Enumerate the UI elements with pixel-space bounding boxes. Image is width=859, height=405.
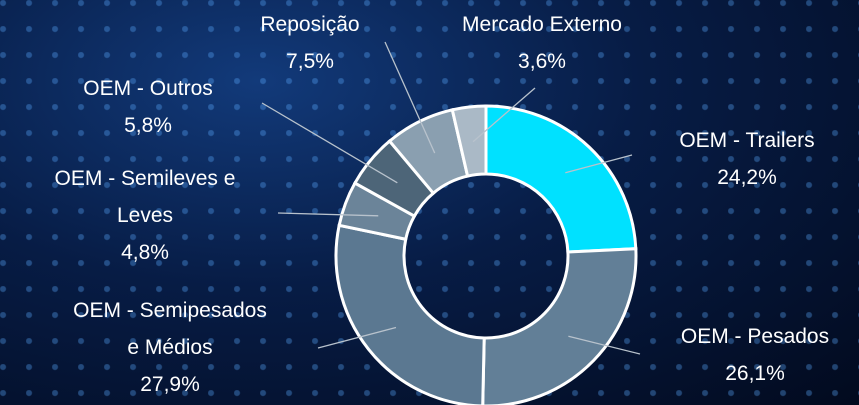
slice-label: OEM - Outros 5,8%: [83, 70, 213, 144]
category-label: OEM - Semipesados e Médios: [73, 299, 267, 359]
leader-line: [472, 87, 536, 143]
slice-label: OEM - Semileves e Leves 4,8%: [45, 160, 245, 271]
leader-line: [565, 154, 633, 174]
value-label: 5,8%: [124, 114, 172, 137]
category-label: OEM - Semileves e Leves: [54, 167, 236, 227]
category-label: Mercado Externo: [462, 13, 622, 36]
value-label: 4,8%: [121, 241, 169, 264]
value-label: 24,2%: [717, 166, 777, 189]
value-label: 7,5%: [286, 50, 334, 73]
category-label: OEM - Outros: [83, 77, 213, 100]
slice-label: Mercado Externo 3,6%: [462, 6, 622, 80]
slice-label: OEM - Semipesados e Médios 27,9%: [70, 292, 270, 403]
value-label: 27,9%: [140, 373, 200, 396]
donut-slice: [450, 104, 488, 178]
donut-slice: [481, 247, 638, 405]
category-label: OEM - Pesados: [680, 325, 830, 348]
donut-slice: [484, 104, 638, 254]
leader-line: [277, 212, 379, 217]
donut-slice: [334, 223, 486, 405]
leader-line: [261, 102, 398, 184]
slice-label: Reposição 7,5%: [260, 6, 359, 80]
slice-label: OEM - Pesados 26,1%: [681, 318, 829, 392]
value-label: 26,1%: [725, 362, 785, 385]
value-label: 3,6%: [518, 50, 566, 73]
leader-line: [384, 41, 436, 154]
leader-line: [317, 326, 397, 349]
category-label: OEM - Trailers: [679, 129, 815, 152]
category-label: Reposição: [260, 13, 360, 36]
leader-line: [568, 335, 641, 355]
slice-label: OEM - Trailers 24,2%: [679, 122, 814, 196]
